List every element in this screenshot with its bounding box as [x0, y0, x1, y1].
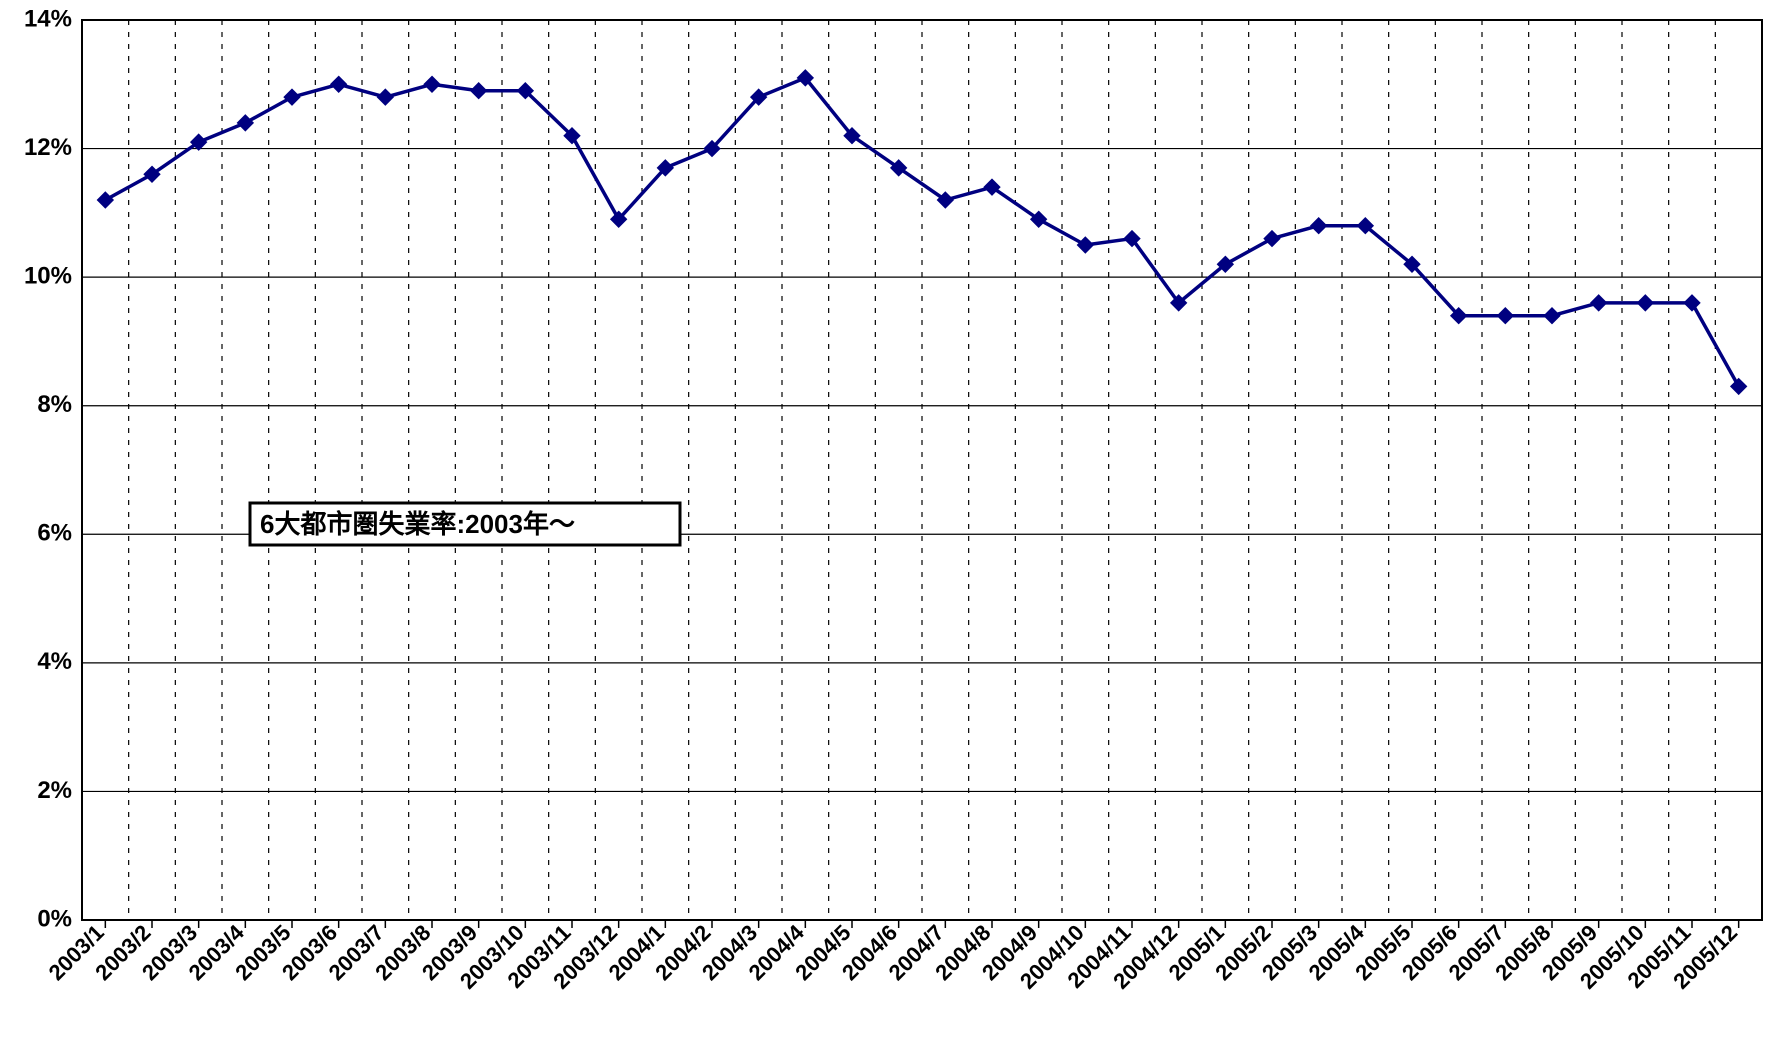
legend-label: 6大都市圏失業率:2003年～: [260, 509, 575, 539]
y-tick-label: 14%: [24, 5, 72, 32]
chart-svg: 0%2%4%6%8%10%12%14%2003/12003/22003/3200…: [0, 0, 1784, 1044]
y-tick-label: 10%: [24, 262, 72, 289]
y-tick-label: 12%: [24, 134, 72, 161]
y-tick-label: 6%: [37, 520, 72, 547]
y-tick-label: 2%: [37, 777, 72, 804]
y-tick-label: 8%: [37, 391, 72, 418]
legend-box: 6大都市圏失業率:2003年～: [250, 503, 680, 545]
y-tick-label: 4%: [37, 648, 72, 675]
y-tick-label: 0%: [37, 905, 72, 932]
line-chart: 0%2%4%6%8%10%12%14%2003/12003/22003/3200…: [0, 0, 1784, 1044]
